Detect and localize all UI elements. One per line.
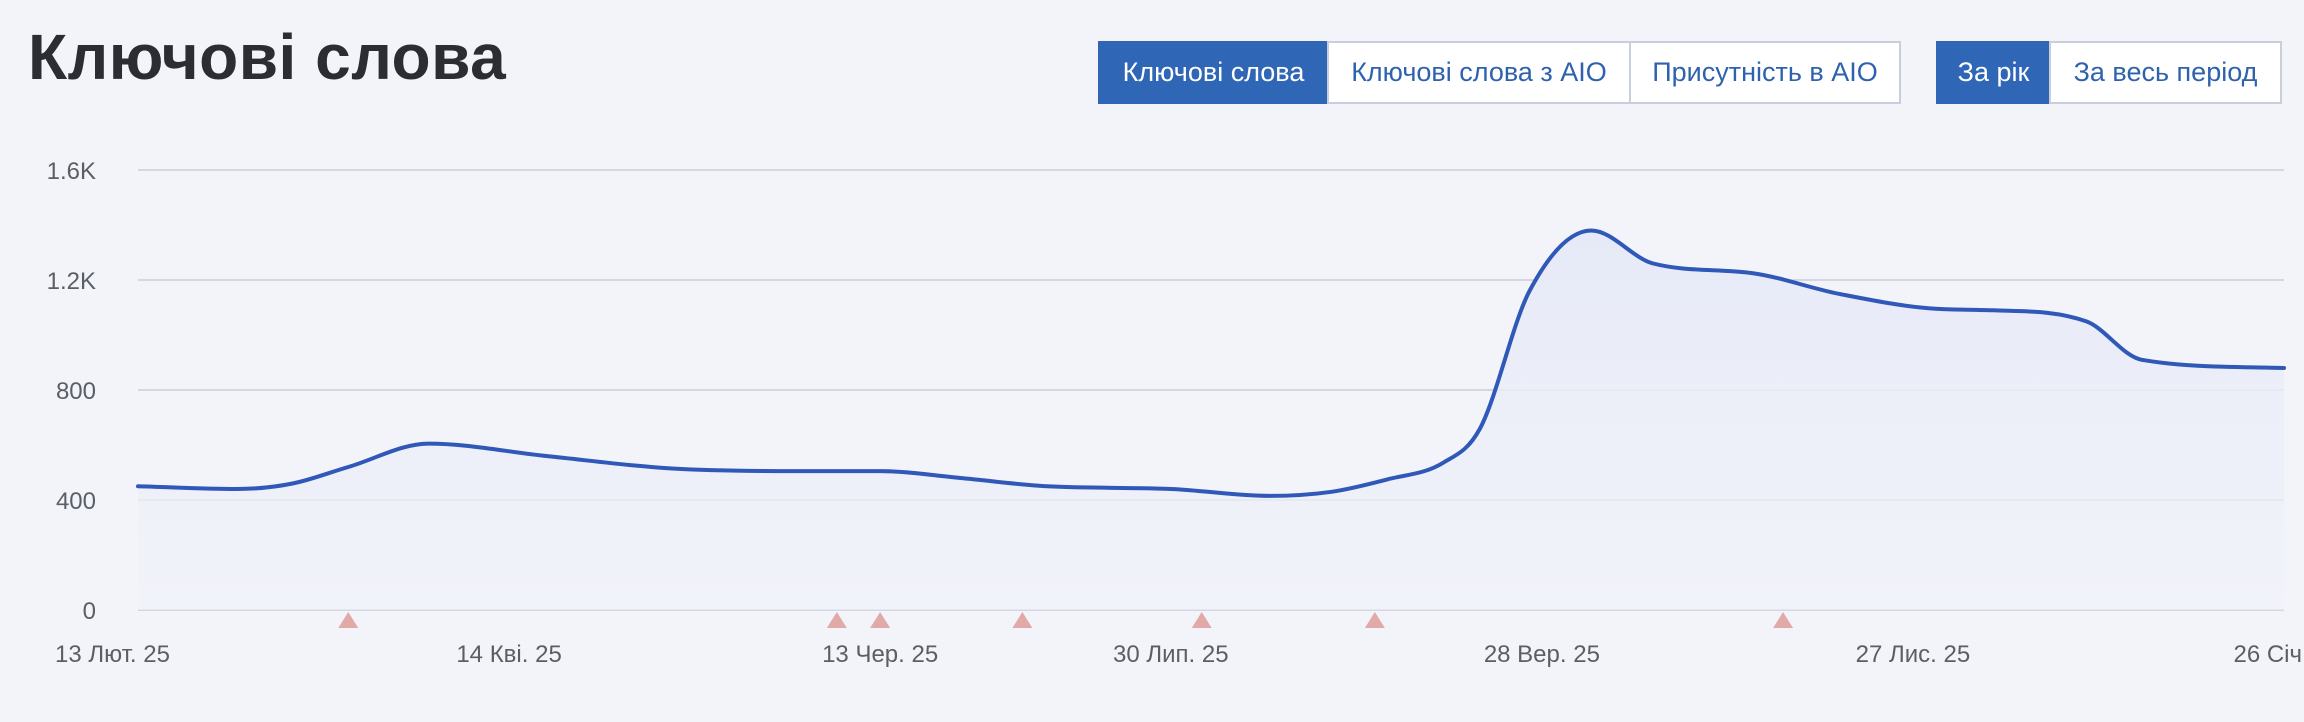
y-tick-label: 0 [83, 598, 96, 625]
y-tick-label: 1.2K [47, 268, 96, 295]
x-axis-labels: 13 Лют. 25 14 Кві. 25 13 Чер. 25 30 Лип. 25… [55, 641, 2302, 668]
tab-keywords[interactable]: Ключові слова [1098, 41, 1329, 104]
series-line [136, 228, 2286, 498]
period-toggle-group: За рік За весь період [1936, 41, 2282, 104]
event-marker-icon[interactable] [338, 612, 359, 628]
page-title: Ключові слова [28, 21, 507, 93]
series-line-layer [136, 228, 2286, 498]
event-marker-icon[interactable] [870, 612, 891, 628]
series-area [138, 230, 2284, 610]
event-marker-icon[interactable] [1773, 612, 1794, 628]
tab-all-time[interactable]: За весь період [2049, 41, 2282, 104]
event-marker-icon[interactable] [1191, 612, 1212, 628]
y-tick-label: 1.6K [47, 158, 96, 185]
x-tick-label: 28 Вер. 25 [1484, 641, 1600, 668]
x-tick-label: 30 Лип. 25 [1113, 641, 1229, 668]
metric-toggle-group: Ключові слова Ключові слова з AIO Присут… [1098, 41, 1901, 104]
x-tick-label: 27 Лис. 25 [1856, 641, 1971, 668]
x-tick-label: 13 Чер. 25 [822, 641, 938, 668]
event-markers [338, 612, 1794, 628]
x-tick-label: 13 Лют. 25 [55, 641, 170, 668]
y-tick-label: 400 [56, 488, 96, 515]
x-tick-label: 26 Січ [2233, 641, 2302, 668]
tab-aio-presence[interactable]: Присутність в AIO [1629, 41, 1901, 104]
area-fill [138, 230, 2284, 610]
x-tick-label: 14 Кві. 25 [456, 641, 561, 668]
event-marker-icon[interactable] [1012, 612, 1033, 628]
y-tick-label: 800 [56, 378, 96, 405]
event-marker-icon[interactable] [1364, 612, 1385, 628]
tab-last-year[interactable]: За рік [1936, 41, 2051, 104]
event-marker-icon[interactable] [826, 612, 847, 628]
y-axis-labels: 0 400 800 1.2K 1.6K [47, 158, 96, 625]
